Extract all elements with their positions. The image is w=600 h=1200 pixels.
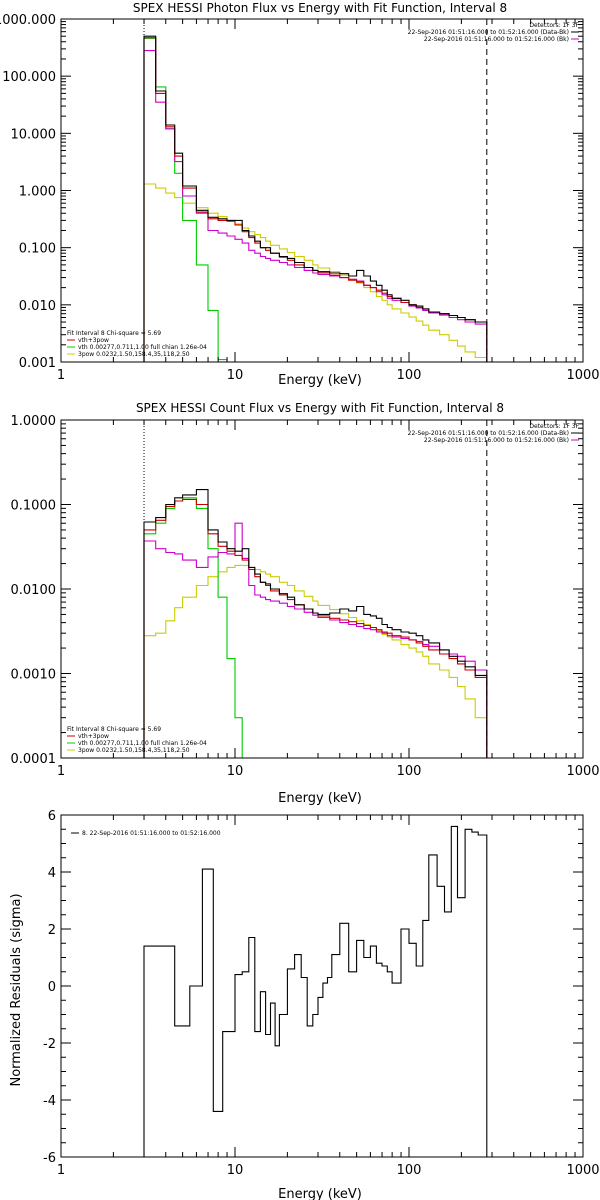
y-tick-label: 2 (48, 923, 56, 938)
legend-item: 22-Sep-2016 01:51:16.000 to 01:52:16.000… (424, 437, 569, 444)
y-tick-label: -6 (43, 1151, 56, 1166)
y-tick-label: 1000.000 (0, 13, 56, 28)
x-tick-label: 100 (397, 368, 422, 383)
x-tick-label: 1 (57, 764, 65, 779)
residuals-panel: 1 10 100 1000 -6 -4 -2 0 2 4 6 Energy (keV) Normal… (9, 809, 600, 1200)
x-tick-label: 10 (227, 764, 244, 779)
plot-frame (60, 419, 584, 759)
series-line (143, 35, 488, 362)
y-tick-label: 0.100 (19, 242, 56, 257)
x-tick-label: 1000 (566, 1163, 599, 1178)
x-tick-label: 1 (57, 1163, 65, 1178)
x-tick-label: 1000 (566, 368, 599, 383)
y-tick-label: 1.000 (19, 185, 56, 200)
x-tick-label: 10 (227, 1163, 244, 1178)
plot-frame (60, 814, 584, 1158)
legend-item: 3pow 0.0232,1.50,158.4,35,118,2.50 (78, 351, 190, 358)
legend-header: Fit Interval 8 Chi-square = 5.69 (67, 330, 161, 337)
x-axis-label: Energy (keV) (278, 1187, 362, 1200)
y-tick-label: 10.000 (11, 127, 57, 142)
series-line (143, 489, 488, 758)
series-line (143, 564, 488, 758)
x-tick-label: 10 (227, 368, 244, 383)
x-axis-label: Energy (keV) (278, 791, 362, 806)
x-tick-label: 1 (57, 368, 65, 383)
y-tick-label: 0.0010 (11, 668, 57, 683)
y-axis-label: Normalized Residuals (sigma) (9, 893, 24, 1086)
count-flux-panel: SPEX HESSI Count Flux vs Energy with Fit… (11, 401, 600, 806)
legend-item: 22-Sep-2016 01:51:16.000 to 01:52:16.000… (408, 29, 569, 36)
y-tick-label: 0 (48, 980, 56, 995)
y-tick-label: 0.010 (19, 299, 56, 314)
plot-frame (60, 18, 584, 363)
y-tick-label: -4 (43, 1094, 56, 1109)
y-tick-label: 0.1000 (11, 499, 57, 514)
legend-item: 22-Sep-2016 01:51:16.000 to 01:52:16.000… (424, 36, 569, 43)
series-line (143, 498, 488, 758)
series-line (143, 497, 488, 758)
chart-title: SPEX HESSI Count Flux vs Energy with Fit… (136, 401, 504, 415)
series-line (143, 37, 488, 362)
series-line (143, 522, 488, 758)
residual-line (143, 825, 488, 1157)
y-tick-label: 100.000 (2, 70, 56, 85)
photon-flux-panel: SPEX HESSI Photon Flux vs Energy with Fi… (0, 1, 600, 388)
y-tick-label: 0.0100 (11, 583, 57, 598)
legend-item: vth+3pow (78, 733, 109, 740)
series-line (143, 37, 228, 362)
x-tick-label: 100 (397, 1163, 422, 1178)
x-axis-label: Energy (keV) (278, 373, 362, 388)
y-tick-label: 0.001 (19, 356, 56, 371)
legend-header: Detectors: 1F 3F (529, 423, 579, 430)
x-tick-label: 100 (397, 764, 422, 779)
y-tick-label: 0.0001 (11, 752, 57, 767)
legend-item: 8. 22-Sep-2016 01:51:16.000 to 01:52:16.… (82, 830, 221, 837)
y-tick-label: 1.0000 (11, 414, 57, 429)
x-tick-label: 1000 (566, 764, 599, 779)
legend-header: Fit Interval 8 Chi-square = 5.69 (67, 726, 161, 733)
legend-item: 3pow 0.0232,1.50,158.4,35,118,2.50 (78, 747, 190, 754)
y-tick-label: 4 (48, 866, 56, 881)
y-tick-label: 6 (48, 809, 56, 824)
chart-title: SPEX HESSI Photon Flux vs Energy with Fi… (133, 1, 507, 15)
legend-item: vth+3pow (78, 337, 109, 344)
legend-header: Detectors: 1F 3F (529, 22, 579, 29)
legend-item: vth 0.00277,0.711,1.00 full chian 1.26e-… (78, 344, 207, 351)
y-tick-label: -2 (43, 1037, 56, 1052)
series-line (143, 50, 488, 362)
series-line (143, 183, 488, 362)
legend-item: 22-Sep-2016 01:51:16.000 to 01:52:16.000… (408, 430, 569, 437)
legend-item: vth 0.00277,0.711,1.00 full chian 1.26e-… (78, 740, 207, 747)
